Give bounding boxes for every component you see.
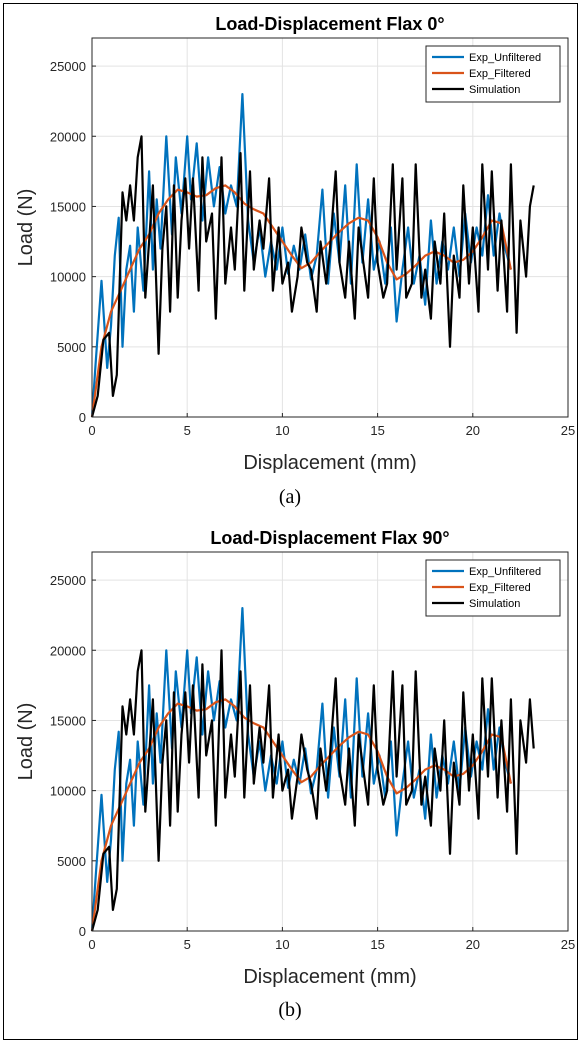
x-tick-label-3: 15 (370, 937, 384, 952)
x-tick-label-4: 20 (466, 423, 480, 438)
legend-label-2: Simulation (469, 84, 520, 96)
y-tick-label-3: 15000 (50, 199, 86, 214)
y-tick-label-0: 0 (79, 410, 86, 425)
y-tick-label-1: 5000 (57, 340, 86, 355)
axes-box (91, 37, 569, 418)
y-tick-label-2: 10000 (50, 784, 86, 799)
legend-label-0: Exp_Unfiltered (469, 52, 541, 64)
caption-a: (a) (279, 486, 301, 508)
x-tick-label-0: 0 (88, 937, 95, 952)
x-tick-label-1: 5 (184, 423, 191, 438)
chart-panel-1: 0 5 10 15 20 25 0 5000 10000 15000 20000 25000 Load-… (15, 528, 575, 988)
axes-box (91, 551, 569, 932)
x-tick-label-3: 15 (370, 423, 384, 438)
chart-title: Load-Displacement Flax 0° (215, 14, 444, 34)
y-axis-label: Load (N) (15, 189, 37, 267)
legend-label-1: Exp_Filtered (469, 582, 531, 594)
y-tick-label-4: 20000 (50, 643, 86, 658)
x-tick-label-4: 20 (466, 937, 480, 952)
legend-label-1: Exp_Filtered (469, 68, 531, 80)
series-line-exp-unfiltered (90, 607, 512, 932)
y-tick-label-4: 20000 (50, 129, 86, 144)
y-axis-label: Load (N) (15, 703, 37, 781)
x-tick-label-5: 25 (561, 937, 575, 952)
x-tick-label-2: 10 (275, 423, 289, 438)
legend: Exp_Unfiltered Exp_Filtered Simulation (425, 559, 561, 617)
legend: Exp_Unfiltered Exp_Filtered Simulation (425, 45, 561, 103)
x-tick-label-0: 0 (88, 423, 95, 438)
y-tick-label-1: 5000 (57, 854, 86, 869)
y-tick-label-5: 25000 (50, 573, 86, 588)
y-tick-label-2: 10000 (50, 270, 86, 285)
series-line-simulation (90, 649, 535, 932)
x-axis-label: Displacement (mm) (243, 966, 416, 988)
caption-b: (b) (278, 999, 301, 1021)
x-tick-label-5: 25 (561, 423, 575, 438)
chart-panel-0: 0 5 10 15 20 25 0 5000 10000 15000 20000 25000 Load-… (15, 14, 575, 474)
y-tick-label-3: 15000 (50, 713, 86, 728)
legend-label-2: Simulation (469, 598, 520, 610)
x-tick-label-1: 5 (184, 937, 191, 952)
legend-label-0: Exp_Unfiltered (469, 566, 541, 578)
y-tick-label-0: 0 (79, 924, 86, 939)
y-tick-label-5: 25000 (50, 59, 86, 74)
series-line-simulation (90, 135, 535, 418)
x-tick-label-2: 10 (275, 937, 289, 952)
x-axis-label: Displacement (mm) (243, 452, 416, 474)
chart-title: Load-Displacement Flax 90° (210, 528, 449, 548)
